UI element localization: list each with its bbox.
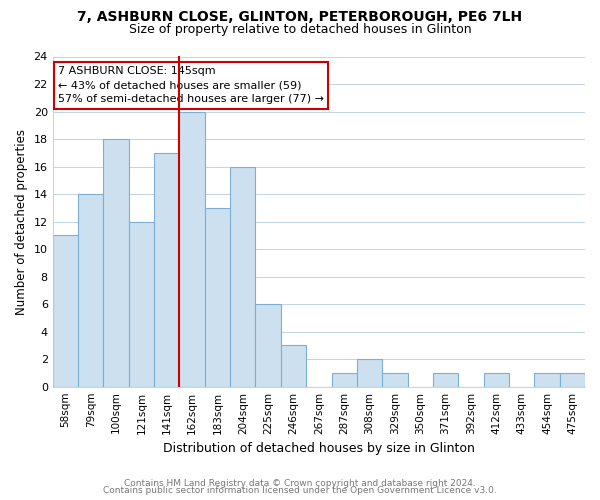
Bar xyxy=(53,236,78,386)
Bar xyxy=(332,373,357,386)
X-axis label: Distribution of detached houses by size in Glinton: Distribution of detached houses by size … xyxy=(163,442,475,455)
Text: Contains HM Land Registry data © Crown copyright and database right 2024.: Contains HM Land Registry data © Crown c… xyxy=(124,478,476,488)
Bar xyxy=(357,359,382,386)
Bar xyxy=(256,304,281,386)
Bar xyxy=(230,166,256,386)
Text: 7 ASHBURN CLOSE: 145sqm
← 43% of detached houses are smaller (59)
57% of semi-de: 7 ASHBURN CLOSE: 145sqm ← 43% of detache… xyxy=(58,66,324,104)
Bar xyxy=(103,139,129,386)
Bar xyxy=(382,373,407,386)
Bar xyxy=(78,194,103,386)
Bar xyxy=(281,346,306,387)
Text: 7, ASHBURN CLOSE, GLINTON, PETERBOROUGH, PE6 7LH: 7, ASHBURN CLOSE, GLINTON, PETERBOROUGH,… xyxy=(77,10,523,24)
Y-axis label: Number of detached properties: Number of detached properties xyxy=(15,128,28,314)
Bar xyxy=(433,373,458,386)
Text: Size of property relative to detached houses in Glinton: Size of property relative to detached ho… xyxy=(128,22,472,36)
Bar xyxy=(560,373,585,386)
Bar xyxy=(154,153,179,386)
Text: Contains public sector information licensed under the Open Government Licence v3: Contains public sector information licen… xyxy=(103,486,497,495)
Bar xyxy=(205,208,230,386)
Bar xyxy=(129,222,154,386)
Bar xyxy=(179,112,205,386)
Bar xyxy=(535,373,560,386)
Bar xyxy=(484,373,509,386)
